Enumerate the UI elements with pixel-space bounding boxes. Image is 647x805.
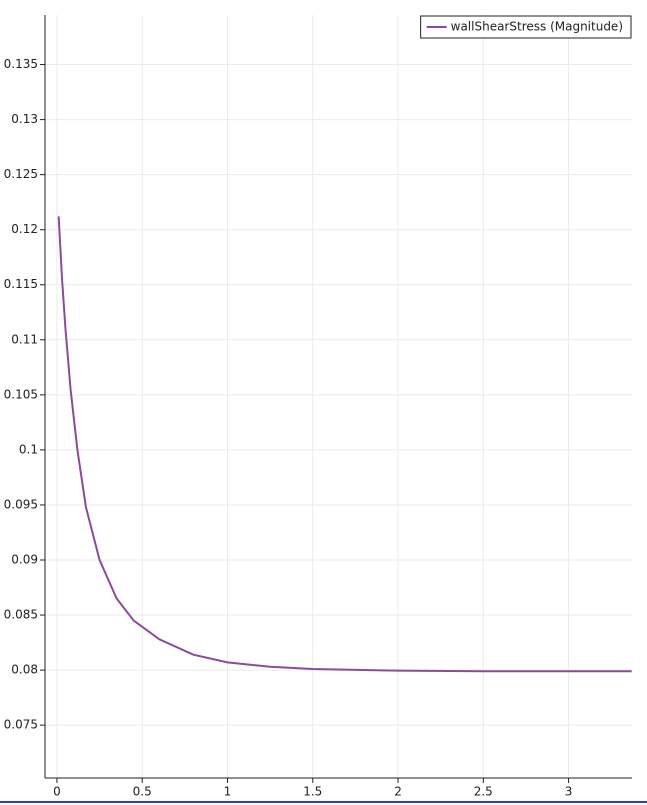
y-tick-label: 0.085 — [4, 608, 38, 622]
y-tick-label: 0.09 — [11, 553, 38, 567]
x-tick-label: 0 — [53, 785, 61, 799]
x-tick-label: 2 — [394, 785, 402, 799]
y-tick-label: 0.11 — [11, 332, 38, 346]
x-tick-label: 0.5 — [133, 785, 152, 799]
y-tick-label: 0.125 — [4, 167, 38, 181]
y-tick-label: 0.135 — [4, 57, 38, 71]
data-line — [57, 216, 632, 673]
x-tick-label: 1.5 — [303, 785, 322, 799]
y-tick-label: 0.1 — [19, 442, 38, 456]
x-tick-label: 2.5 — [474, 785, 493, 799]
legend-label: wallShearStress (Magnitude) — [451, 20, 623, 34]
legend: wallShearStress (Magnitude) — [420, 15, 632, 39]
legend-box — [420, 15, 632, 39]
x-tick-label: 1 — [224, 785, 232, 799]
y-tick-label: 0.13 — [11, 112, 38, 126]
y-tick-label: 0.075 — [4, 718, 38, 732]
y-tick-label: 0.08 — [11, 663, 38, 677]
y-tick-label: 0.105 — [4, 387, 38, 401]
y-tick-label: 0.115 — [4, 277, 38, 291]
y-tick-label: 0.095 — [4, 497, 38, 511]
y-tick-label: 0.12 — [11, 222, 38, 236]
x-tick-label: 3 — [565, 785, 573, 799]
